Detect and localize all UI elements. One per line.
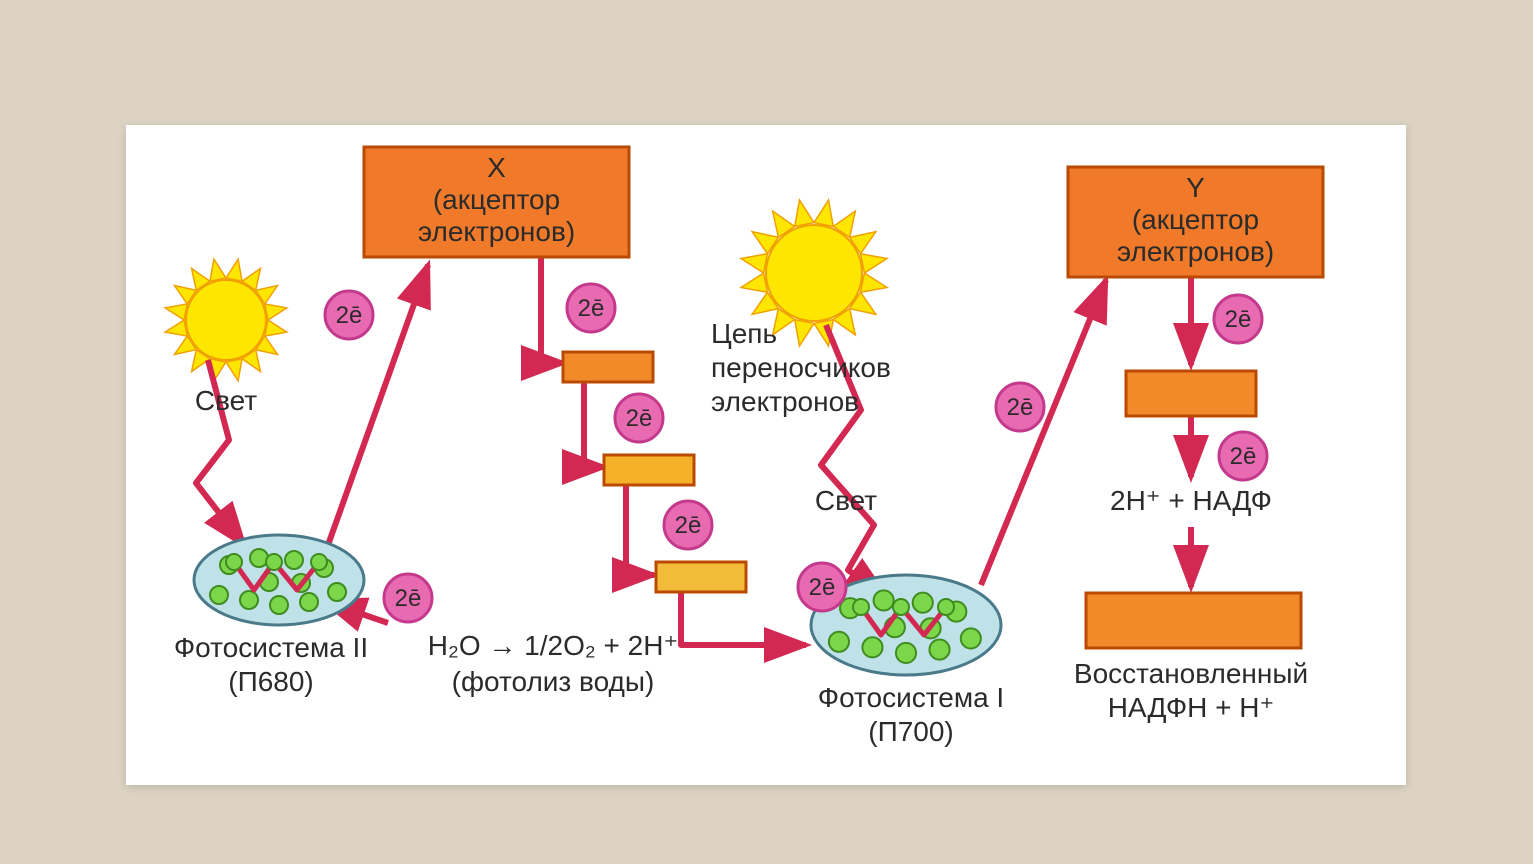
- acceptor_y-line2: (акцептор: [1132, 204, 1259, 235]
- ps1-label: Фотосистема I: [818, 682, 1004, 713]
- carrier-box: [604, 455, 694, 485]
- chlorophyll-dot: [328, 583, 346, 601]
- chlorophyll-dot: [270, 596, 288, 614]
- chain-label: Цепь: [711, 318, 777, 349]
- acceptor_x-line2: (акцептор: [433, 184, 560, 215]
- final-box: [1086, 593, 1301, 648]
- chlorophyll-dot: [210, 586, 228, 604]
- flow-arrow: [981, 280, 1106, 585]
- acceptor_x-line1: X: [487, 152, 506, 183]
- final-label: НАДФН + H⁺: [1108, 692, 1275, 723]
- final-label: Восстановленный: [1074, 658, 1308, 689]
- chlorophyll-dot: [929, 640, 949, 660]
- chain-label: электронов: [711, 386, 859, 417]
- flow-arrow: [584, 382, 604, 467]
- chlorophyll-dot: [862, 637, 882, 657]
- photolysis-eq: H₂O → 1/2O₂ + 2H⁺: [428, 630, 678, 661]
- electron-badge-label: 2ē: [809, 574, 836, 601]
- acceptor_y-line3: электронов): [1117, 236, 1274, 267]
- electron-badge-label: 2ē: [626, 405, 653, 432]
- electron-badge-label: 2ē: [578, 295, 605, 322]
- flow-arrow: [541, 257, 563, 363]
- diagram-canvas: X(акцепторэлектронов)Y(акцепторэлектроно…: [126, 125, 1406, 785]
- ps1-label: (П700): [868, 716, 954, 747]
- acceptor_x-line3: электронов): [418, 216, 575, 247]
- nadp-label: 2H⁺ + НАДФ: [1110, 485, 1272, 516]
- diagram-svg: X(акцепторэлектронов)Y(акцепторэлектроно…: [126, 125, 1406, 785]
- ps2-label: Фотосистема II: [174, 632, 368, 663]
- chlorophyll-dot: [896, 643, 916, 663]
- electron-badge-label: 2ē: [1007, 394, 1034, 421]
- photolysis-sub: (фотолиз воды): [452, 666, 655, 697]
- light2-label: Свет: [815, 485, 877, 516]
- chlorophyll-dot: [300, 593, 318, 611]
- chlorophyll-dot: [961, 628, 981, 648]
- chain-label: переносчиков: [711, 352, 891, 383]
- electron-badge-label: 2ē: [1225, 306, 1252, 333]
- carrier-y-box: [1126, 371, 1256, 416]
- chlorophyll-dot: [829, 632, 849, 652]
- electron-badge-label: 2ē: [395, 585, 422, 612]
- carrier-box: [563, 352, 653, 382]
- chlorophyll-dot: [285, 551, 303, 569]
- acceptor_y-line1: Y: [1186, 172, 1205, 203]
- chlorophyll-dot: [913, 593, 933, 613]
- sun-icon: [165, 259, 287, 381]
- chlorophyll-dot: [874, 590, 894, 610]
- light1-label: Свет: [195, 385, 257, 416]
- chlorophyll-dot: [240, 591, 258, 609]
- flow-arrow: [626, 485, 654, 575]
- ps2-label: (П680): [228, 666, 314, 697]
- carrier-box: [656, 562, 746, 592]
- flow-arrow: [681, 592, 806, 645]
- electron-badge-label: 2ē: [675, 512, 702, 539]
- electron-badge-label: 2ē: [1230, 443, 1257, 470]
- electron-badge-label: 2ē: [336, 302, 363, 329]
